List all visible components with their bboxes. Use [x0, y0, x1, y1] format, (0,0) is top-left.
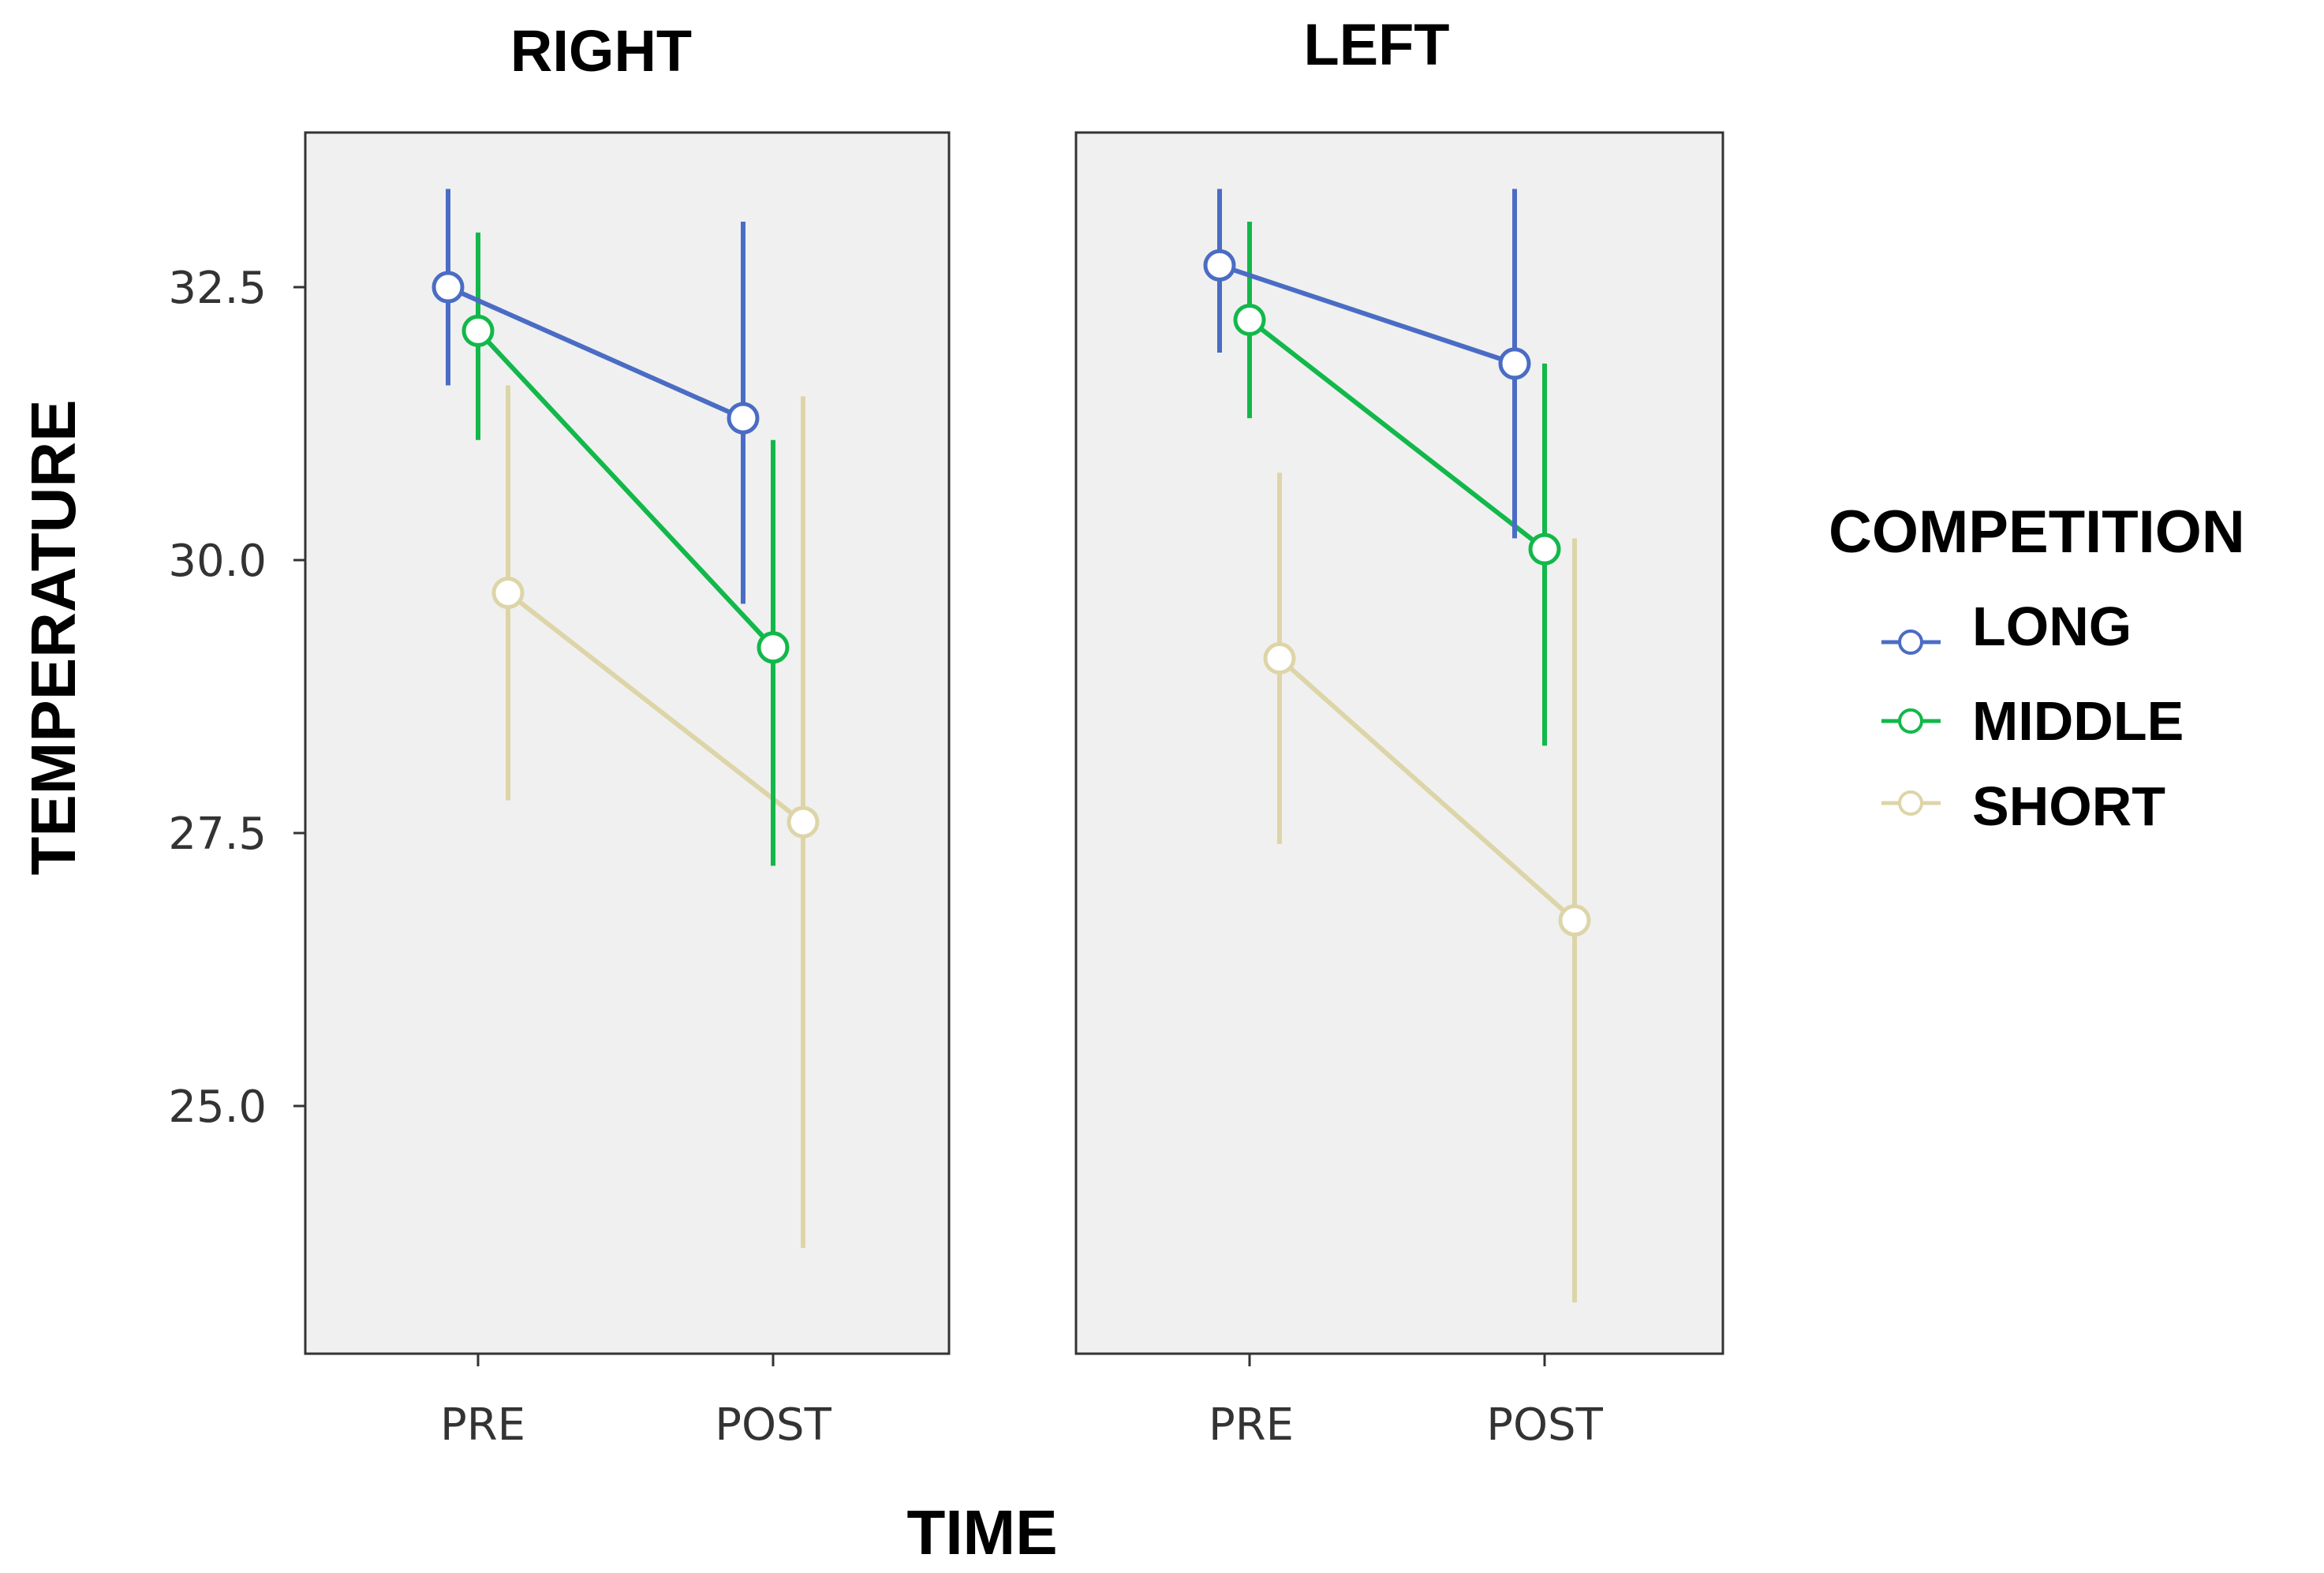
- x-tick-label-left-pre: PRE: [1209, 1399, 1294, 1451]
- plot-panel-right: [304, 131, 951, 1355]
- x-axis-title: TIME: [906, 1497, 1057, 1567]
- y-tick-label-25: 25.0: [168, 1082, 267, 1133]
- series-line-right-short: [506, 591, 805, 824]
- x-tick-label-right-post: POST: [715, 1399, 831, 1451]
- legend-title: COMPETITION: [1829, 499, 2245, 566]
- y-axis-title: TEMPERATURE: [18, 400, 88, 876]
- series-line-left-middle: [1248, 318, 1546, 551]
- y-tick-label-32-5: 32.5: [168, 263, 267, 314]
- legend: COMPETITION LONG MIDDLE SHORT: [1829, 499, 2245, 837]
- data-point-left-middle-post: [1528, 532, 1561, 566]
- data-point-left-short-pre: [1263, 642, 1296, 675]
- panel-right-marks: [432, 189, 820, 1248]
- data-point-right-short-post: [786, 805, 820, 839]
- panel-title-left: LEFT: [1304, 12, 1450, 77]
- panel-title-right: RIGHT: [510, 18, 692, 84]
- x-tick-label-right-pre: PRE: [440, 1399, 525, 1451]
- series-line-left-short: [1278, 656, 1576, 922]
- data-point-right-long-post: [727, 402, 760, 435]
- legend-marker-short: [1898, 790, 1923, 816]
- series-line-right-long: [446, 285, 745, 420]
- data-point-left-long-post: [1498, 347, 1531, 380]
- data-point-right-long-pre: [432, 271, 465, 304]
- legend-marker-middle: [1898, 708, 1923, 734]
- data-point-left-middle-pre: [1233, 304, 1266, 337]
- series-line-right-middle: [476, 329, 775, 649]
- y-axis: 25.0 27.5 30.0 32.5: [168, 263, 305, 1133]
- data-point-right-middle-pre: [461, 314, 495, 347]
- data-point-left-short-post: [1558, 904, 1591, 937]
- legend-marker-long: [1898, 630, 1923, 655]
- data-point-right-middle-post: [757, 631, 790, 664]
- panel-left-marks: [1203, 189, 1591, 1303]
- data-point-left-long-pre: [1203, 248, 1236, 282]
- plot-panel-left: [1074, 131, 1724, 1355]
- data-point-right-short-pre: [491, 577, 525, 610]
- legend-label-long: LONG: [1972, 596, 2132, 657]
- legend-label-middle: MIDDLE: [1972, 690, 2184, 752]
- y-tick-label-30: 30.0: [168, 536, 267, 587]
- legend-label-short: SHORT: [1972, 775, 2165, 837]
- series-line-left-long: [1219, 263, 1515, 366]
- y-tick-label-27-5: 27.5: [168, 809, 267, 860]
- x-tick-label-left-post: POST: [1486, 1399, 1603, 1451]
